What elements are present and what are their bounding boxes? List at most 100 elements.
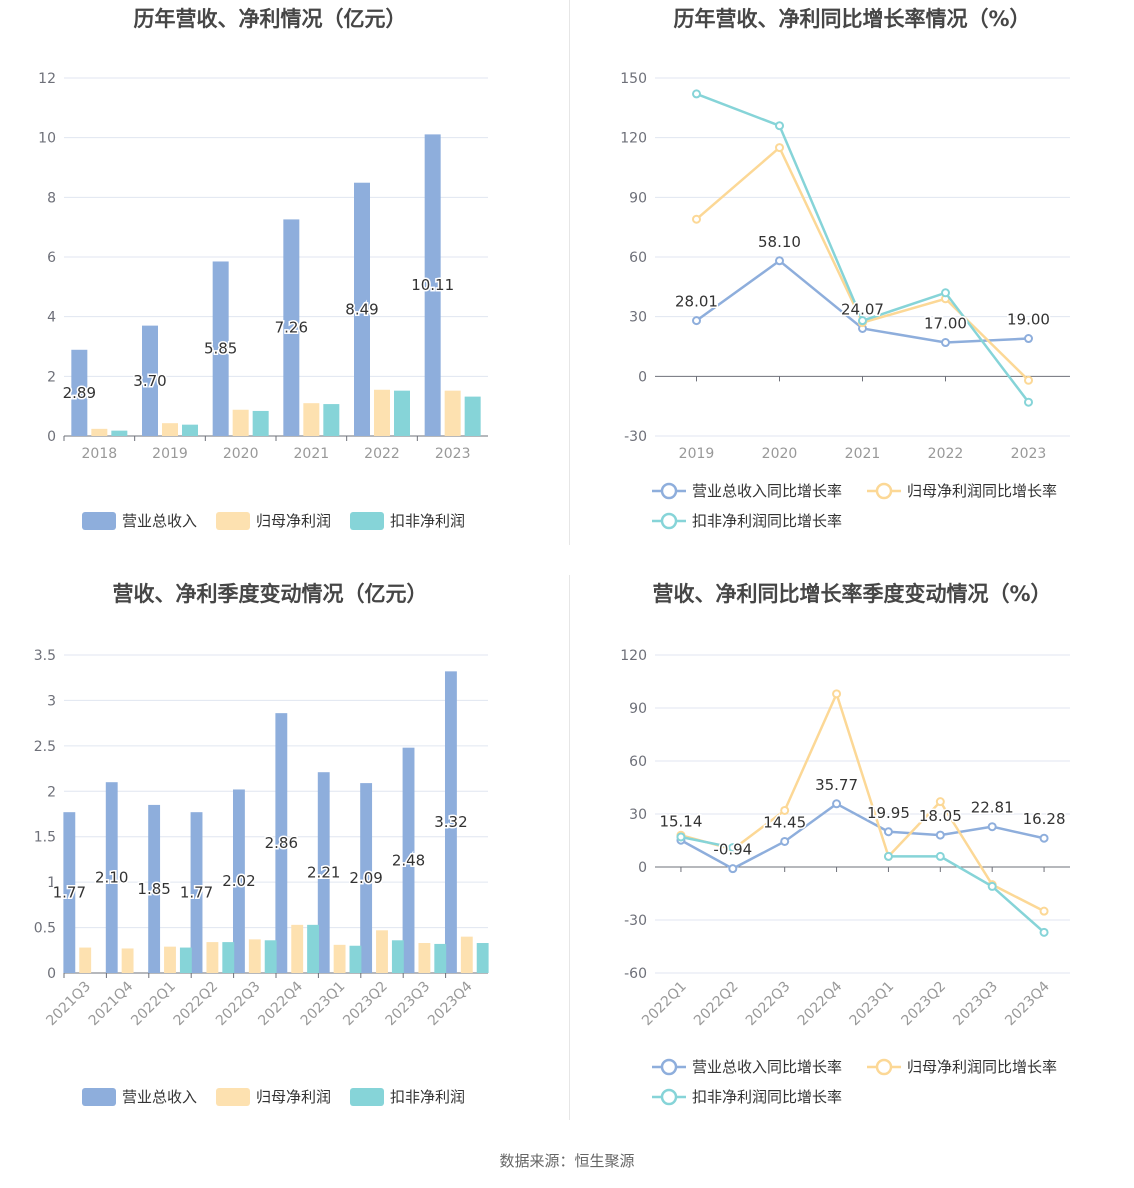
data-source-footer: 数据来源：恒生聚源	[499, 1152, 635, 1170]
bar-net-profit	[333, 944, 346, 973]
quarterly-growth-rate-line-chart: 营收、净利同比增长率季度变动情况（%） -60 -30 0 30 60 90 120 2022Q…	[620, 582, 1070, 1106]
bar-revenue	[105, 782, 118, 973]
bar-deducted-profit	[464, 396, 481, 436]
bar-value-label: 1.77	[53, 884, 86, 902]
y-tick-label: 10	[38, 131, 56, 147]
bar-net-profit	[303, 403, 320, 436]
legend-marker	[660, 1058, 678, 1076]
bar-value-label: 2.48	[392, 851, 425, 869]
legend-label: 扣非净利润	[390, 1088, 465, 1106]
point-value-label: 18.05	[919, 807, 962, 825]
bar-revenue	[424, 134, 441, 436]
bar-net-profit	[291, 924, 304, 973]
bar-value-label: 1.77	[180, 884, 213, 902]
data-point	[935, 797, 945, 807]
bar-revenue	[317, 772, 330, 973]
x-tick-label: 2022Q4	[795, 978, 846, 1029]
legend-swatch	[82, 1088, 116, 1106]
x-tick-label: 2023Q3	[950, 979, 1001, 1030]
data-point	[775, 256, 784, 266]
data-point	[780, 805, 790, 815]
y-tick-label: 0.5	[34, 921, 56, 937]
data-point	[941, 288, 950, 298]
x-tick-label: 2023Q4	[425, 978, 476, 1029]
bar-deducted-profit	[391, 940, 404, 973]
legend-marker	[660, 482, 678, 500]
x-tick-label: 2021	[845, 446, 881, 462]
bar-value-label: 8.49	[345, 300, 378, 318]
bar-revenue	[444, 671, 457, 973]
legend-label: 归母净利润	[256, 512, 331, 530]
x-tick-label: 2020	[223, 446, 259, 462]
y-tick-label: 12	[38, 71, 56, 87]
x-tick-label: 2022	[928, 446, 964, 462]
y-tick-label: -60	[624, 966, 647, 982]
x-tick-label: 2023Q2	[340, 979, 391, 1030]
point-value-label: 24.07	[841, 300, 884, 318]
legend-marker	[660, 1088, 678, 1106]
bar-deducted-profit	[182, 424, 198, 436]
y-tick-label: -30	[624, 913, 647, 929]
bar-value-label: 7.26	[275, 319, 308, 337]
x-tick-label: 2023Q1	[298, 979, 349, 1030]
data-point	[692, 89, 701, 99]
x-tick-label: 2023Q4	[1002, 978, 1053, 1029]
point-value-label: 28.01	[675, 293, 718, 311]
x-tick-label: 2018	[82, 446, 118, 462]
legend-swatch	[82, 512, 116, 530]
bar-deducted-profit	[349, 945, 362, 973]
point-value-label: 17.00	[924, 315, 967, 333]
y-tick-label: 2	[47, 369, 56, 385]
point-value-label: 19.95	[867, 804, 910, 822]
data-point	[1039, 927, 1049, 937]
data-point	[1024, 397, 1033, 407]
x-tick-label: 2019	[152, 446, 188, 462]
data-point	[883, 851, 893, 861]
y-tick-label: 1	[47, 875, 56, 891]
bar-net-profit	[164, 946, 176, 973]
y-tick-label: 90	[629, 190, 647, 206]
y-tick-label: 30	[629, 310, 647, 326]
bar-value-label: 1.85	[137, 880, 170, 898]
bar-net-profit	[79, 947, 92, 973]
series-line-net-profit	[695, 145, 1030, 382]
data-point	[676, 832, 686, 842]
y-tick-label: 8	[47, 190, 56, 206]
point-value-label: 14.45	[763, 813, 806, 831]
bar-net-profit	[376, 930, 388, 973]
y-tick-label: 0	[638, 369, 647, 385]
chart-title: 历年营收、净利同比增长率情况（%）	[673, 7, 1030, 31]
legend-label: 归母净利润同比增长率	[907, 1058, 1057, 1076]
data-point	[728, 864, 738, 874]
x-tick-label: 2022Q4	[255, 978, 306, 1029]
x-tick-label: 2022Q2	[171, 979, 222, 1030]
bar-revenue	[283, 219, 300, 436]
bar-deducted-profit	[179, 947, 192, 973]
bar-revenue	[402, 747, 415, 973]
y-tick-label: 6	[47, 250, 56, 266]
bar-value-label: 2.10	[95, 869, 128, 887]
legend-label: 扣非净利润同比增长率	[692, 1088, 842, 1106]
y-tick-label: 0	[47, 966, 56, 982]
data-point	[1039, 833, 1049, 843]
bar-deducted-profit	[111, 430, 128, 436]
data-point	[987, 881, 997, 891]
bar-revenue	[212, 261, 229, 436]
bar-net-profit	[418, 943, 431, 973]
legend-marker	[660, 512, 678, 530]
bar-revenue	[360, 783, 373, 973]
point-value-label: 22.81	[971, 799, 1014, 817]
bar-value-label: 2.09	[349, 869, 382, 887]
panel-divider-bottom	[569, 575, 570, 1120]
bar-revenue	[71, 349, 88, 436]
y-tick-label: -30	[624, 429, 647, 445]
data-point	[692, 214, 701, 224]
bar-net-profit	[206, 942, 219, 973]
data-point	[832, 799, 842, 809]
point-value-label: 58.10	[758, 233, 801, 251]
x-tick-label: 2022Q3	[743, 979, 794, 1030]
data-point	[775, 143, 784, 153]
data-point	[883, 827, 893, 837]
bar-net-profit	[374, 389, 390, 436]
chart-title: 历年营收、净利情况（亿元）	[134, 7, 407, 31]
